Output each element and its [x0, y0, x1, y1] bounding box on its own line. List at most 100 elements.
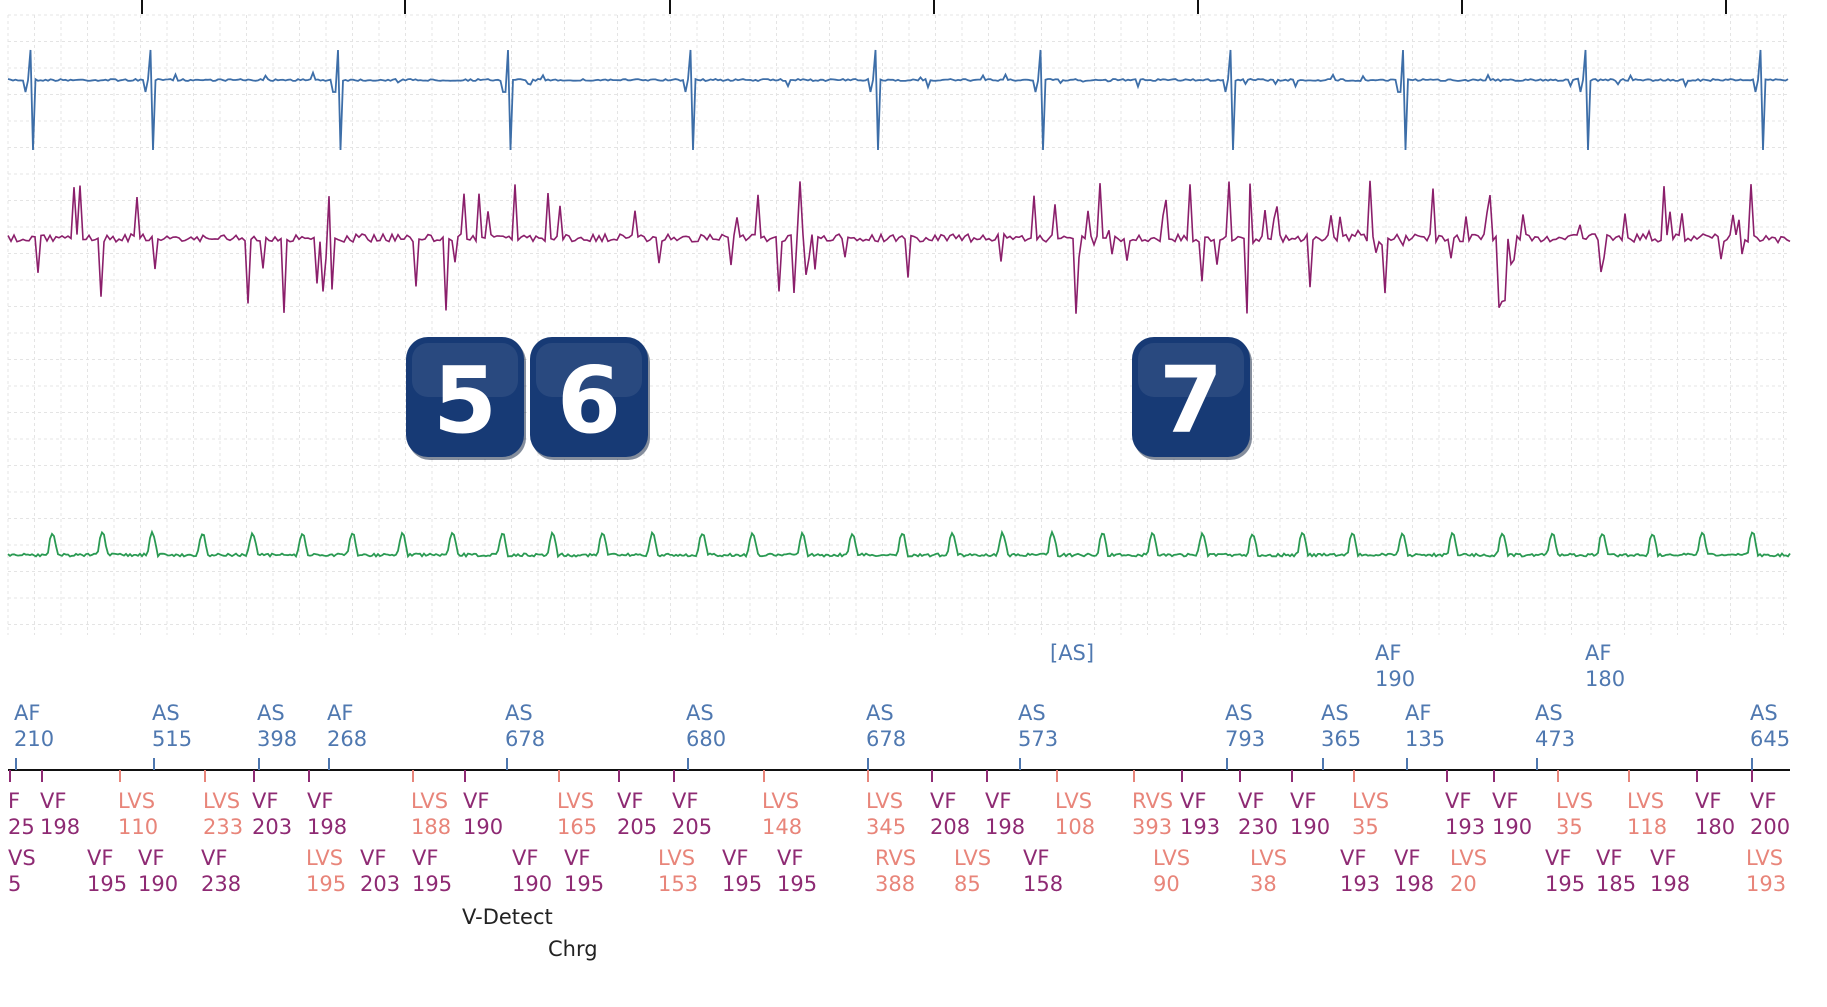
vent-row2-marker-value: 20	[1450, 872, 1477, 896]
atrial-marker-label: AS	[1750, 701, 1778, 725]
atrial-marker-value: 210	[14, 727, 54, 751]
grid-lines	[7, 14, 1790, 635]
vent-row1-marker-value: 190	[1492, 815, 1532, 839]
vent-row2-marker-value: 193	[1340, 872, 1380, 896]
vent-row1-marker-value: 205	[672, 815, 712, 839]
vent-row1-marker-value: 110	[118, 815, 158, 839]
egm-channel-3	[7, 529, 1791, 559]
vent-row2-marker-value: 193	[1746, 872, 1786, 896]
vent-row1-marker-value: 198	[40, 815, 80, 839]
atrial-marker-label: AS	[257, 701, 285, 725]
vent-row1-marker-label: VF	[617, 789, 643, 813]
vent-row1-marker-value: 193	[1180, 815, 1220, 839]
vent-row1-marker-label: VF	[1695, 789, 1721, 813]
vent-row1-marker-label: VF	[40, 789, 66, 813]
vent-row2-marker-label: VF	[412, 846, 438, 870]
vent-row2-marker-value: 85	[954, 872, 981, 896]
atrial-top-marker-label: AF	[1375, 641, 1401, 665]
atrial-marker-label: AF	[14, 701, 40, 725]
vent-row2-marker-label: VF	[201, 846, 227, 870]
time-ticks	[141, 0, 1727, 14]
vent-row2-marker-label: VF	[1545, 846, 1571, 870]
vent-row1-marker-value: 148	[762, 815, 802, 839]
vent-row1-marker-label: F	[8, 789, 20, 813]
vent-row2-marker-label: VF	[138, 846, 164, 870]
vent-row2-marker-label: VF	[722, 846, 748, 870]
vent-row2-marker-value: 195	[722, 872, 762, 896]
atrial-marker-label: AS	[1225, 701, 1253, 725]
badge-7: 7	[1132, 337, 1252, 460]
vent-row2-marker-value: 198	[1394, 872, 1434, 896]
vent-row1-marker-label: LVS	[1352, 789, 1389, 813]
vent-row1-marker-label: VF	[463, 789, 489, 813]
atrial-marker-label: AS	[505, 701, 533, 725]
vent-row2-marker-value: 195	[87, 872, 127, 896]
vent-row1-marker-label: VF	[930, 789, 956, 813]
vent-row2-marker-label: LVS	[1153, 846, 1190, 870]
vent-row1-marker-label: LVS	[118, 789, 155, 813]
vent-row2-marker-label: RVS	[875, 846, 916, 870]
channel-1-trace	[7, 49, 1789, 151]
vent-row2-marker-value: 238	[201, 872, 241, 896]
vent-row2-marker-value: 158	[1023, 872, 1063, 896]
atrial-marker-value: 473	[1535, 727, 1575, 751]
vent-row1-marker-value: 25	[8, 815, 35, 839]
atrial-marker-value: 268	[327, 727, 367, 751]
vent-row1-marker-value: 233	[203, 815, 243, 839]
vent-row1-marker-label: LVS	[866, 789, 903, 813]
vent-row1-marker-label: LVS	[411, 789, 448, 813]
vent-row2-marker-value: 203	[360, 872, 400, 896]
vent-row2-marker-value: 38	[1250, 872, 1277, 896]
badge-5: 5	[406, 337, 526, 460]
vent-row2-marker-value: 195	[777, 872, 817, 896]
vent-row2-marker-value: 190	[512, 872, 552, 896]
vent-row1-marker-label: VF	[985, 789, 1011, 813]
vent-row1-marker-value: 35	[1352, 815, 1379, 839]
atrial-marker-value: 573	[1018, 727, 1058, 751]
vent-row2-marker-value: 195	[564, 872, 604, 896]
atrial-marker-value: 793	[1225, 727, 1265, 751]
atrial-top-marker-label: AF	[1585, 641, 1611, 665]
atrial-marker-label: AF	[327, 701, 353, 725]
vent-row2-marker-value: 198	[1650, 872, 1690, 896]
badge-5-text: 5	[433, 347, 497, 454]
grid	[7, 14, 1790, 635]
vent-row2-marker-label: VF	[360, 846, 386, 870]
atrial-marker-value: 678	[505, 727, 545, 751]
vent-row2-marker-label: VF	[1394, 846, 1420, 870]
atrial-marker-label: AS	[152, 701, 180, 725]
vent-row1-marker-value: 198	[307, 815, 347, 839]
vent-row2-marker-label: VF	[1340, 846, 1366, 870]
vent-row1-marker-value: 190	[1290, 815, 1330, 839]
vent-row1-marker-label: VF	[307, 789, 333, 813]
vent-row1-marker-label: LVS	[203, 789, 240, 813]
vent-row1-marker-value: 230	[1238, 815, 1278, 839]
vent-row1-marker-value: 188	[411, 815, 451, 839]
vent-row1-marker-label: VF	[1492, 789, 1518, 813]
vent-row1-marker-value: 208	[930, 815, 970, 839]
egm-channel-1	[7, 49, 1789, 151]
vent-row1-marker-label: LVS	[1055, 789, 1092, 813]
vent-row2-marker-label: VF	[512, 846, 538, 870]
vent-row2-marker-label: LVS	[306, 846, 343, 870]
vent-row1-marker-value: 200	[1750, 815, 1790, 839]
atrial-marker-label: AS	[866, 701, 894, 725]
vent-row2-marker-label: VF	[564, 846, 590, 870]
vent-row1-marker-label: VF	[1750, 789, 1776, 813]
vent-row1-marker-value: 35	[1556, 815, 1583, 839]
vent-row1-marker-value: 345	[866, 815, 906, 839]
badge-6-text: 6	[557, 347, 621, 454]
vent-row2-marker-label: VS	[8, 846, 36, 870]
vent-row1-marker-label: VF	[1290, 789, 1316, 813]
vent-row1-marker-label: VF	[252, 789, 278, 813]
vent-row2-marker-label: VF	[1023, 846, 1049, 870]
badge-6: 6	[530, 337, 650, 460]
vent-row1-marker-value: 193	[1445, 815, 1485, 839]
vent-row1-marker-label: VF	[1238, 789, 1264, 813]
vent-row2-marker-label: LVS	[1746, 846, 1783, 870]
vent-row2-marker-value: 195	[1545, 872, 1585, 896]
vent-row2-marker-value: 190	[138, 872, 178, 896]
vent-row1-marker-value: 198	[985, 815, 1025, 839]
vent-row2-marker-value: 388	[875, 872, 915, 896]
